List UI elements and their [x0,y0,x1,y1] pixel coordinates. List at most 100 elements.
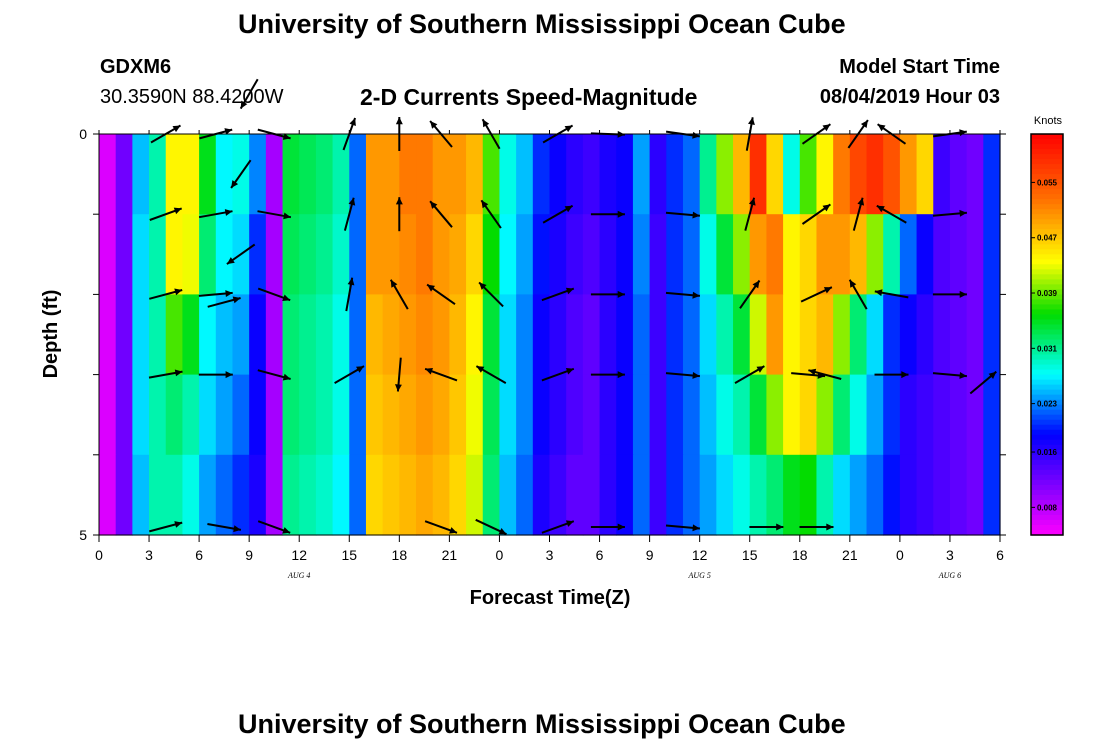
colorbar-swatch [1031,504,1063,511]
vector-head [174,288,183,296]
vector-head [748,117,755,125]
vector-head [430,121,438,129]
current-vector [481,118,501,150]
heatmap-cell [332,134,350,215]
vector-head [822,204,831,212]
heatmap-cell [149,214,167,295]
heatmap-cell [432,454,450,536]
colorbar-tick-label: 0.008 [1037,503,1058,512]
vector-head [449,527,457,534]
current-vector [150,124,181,144]
heatmap-cell [766,454,784,536]
heatmap-cell [432,374,450,456]
vector-head [617,210,625,218]
colorbar-swatch [1031,429,1063,436]
heatmap-cell [449,374,467,456]
colorbar-swatch [1031,379,1063,386]
colorbar-swatch [1031,169,1063,175]
vector-head [356,366,364,373]
heatmap-cell [966,134,984,215]
heatmap-cell [399,134,417,215]
heatmap-cell [449,134,467,215]
heatmap-cell [382,374,400,456]
colorbar-swatch [1031,514,1063,521]
heatmap-cell [482,454,501,536]
heatmap-cell [549,454,567,536]
colorbar-swatch [1031,219,1063,225]
colorbar-swatch [1031,469,1063,476]
station-coords: 30.3590N 88.4200W [100,86,284,108]
heatmap-cell [582,214,601,295]
heatmap-cell [649,374,667,456]
colorbar-unit: Knots [1034,115,1063,127]
heatmap-cell [466,214,484,295]
heatmap-cell [883,294,901,376]
current-vector [847,119,869,149]
vector-head [565,368,574,375]
heatmap-cell [432,214,450,295]
heatmap-cell [666,454,684,536]
current-vector [874,289,909,299]
heatmap-cell [165,214,184,295]
heatmap-cell [632,214,651,295]
heatmap-cell [599,214,617,295]
colorbar-swatch [1031,524,1063,531]
current-vector [542,124,574,144]
heatmap-cell [365,374,384,456]
heatmap-cell [532,214,551,295]
heatmap-cell [349,374,367,456]
heatmap-cell [616,374,634,456]
heatmap-cell [682,374,701,456]
colorbar-swatch [1031,294,1063,301]
heatmap-cell [499,454,517,536]
vector-head [174,521,183,528]
heatmap-cell [332,374,350,456]
heatmap-cell [132,214,150,295]
heatmap-cell [249,454,267,536]
heatmap-cell [299,134,317,215]
heatmap-cell [265,374,284,456]
colorbar-swatch [1031,364,1063,371]
colorbar-swatch [1031,484,1063,491]
heatmap-cell [182,454,200,536]
heatmap-cell [933,214,951,295]
x-tick-label: 3 [145,547,153,563]
heatmap-cell [365,134,384,215]
heatmap-cell [315,134,334,215]
current-vector [590,290,625,298]
heatmap-cell [783,214,801,295]
vector-head [231,180,239,188]
colorbar-tick-label: 0.055 [1037,178,1058,187]
vector-head [482,119,490,128]
current-vector [207,523,242,533]
colorbar-swatch [1031,199,1063,205]
page-title: University of Southern Mississippi Ocean… [238,9,846,39]
colorbar-swatch [1031,159,1063,165]
colorbar-swatch [1031,314,1063,321]
vector-head [225,371,233,379]
heatmap-cell [132,294,150,376]
heatmap-cell [149,454,167,536]
colorbar-swatch [1031,204,1063,210]
heatmap-cell [99,374,117,456]
current-vector [480,199,502,229]
heatmap-cell [599,134,617,215]
vector-head [959,209,967,217]
heatmap-cell [632,454,651,536]
vector-head [282,527,291,534]
vector-head [226,257,235,265]
vector-head [347,277,355,286]
current-vector [257,287,291,302]
colorbar-swatch [1031,509,1063,516]
colorbar-swatch [1031,414,1063,421]
vector-head [390,279,398,288]
current-vector [199,128,233,140]
vector-head [395,117,403,125]
heatmap-cell [833,454,851,536]
heatmap-cell [382,294,400,376]
colorbar-swatch [1031,184,1063,190]
heatmap-cell [933,454,951,536]
colorbar-swatch [1031,354,1063,361]
heatmap-cell [766,374,784,456]
